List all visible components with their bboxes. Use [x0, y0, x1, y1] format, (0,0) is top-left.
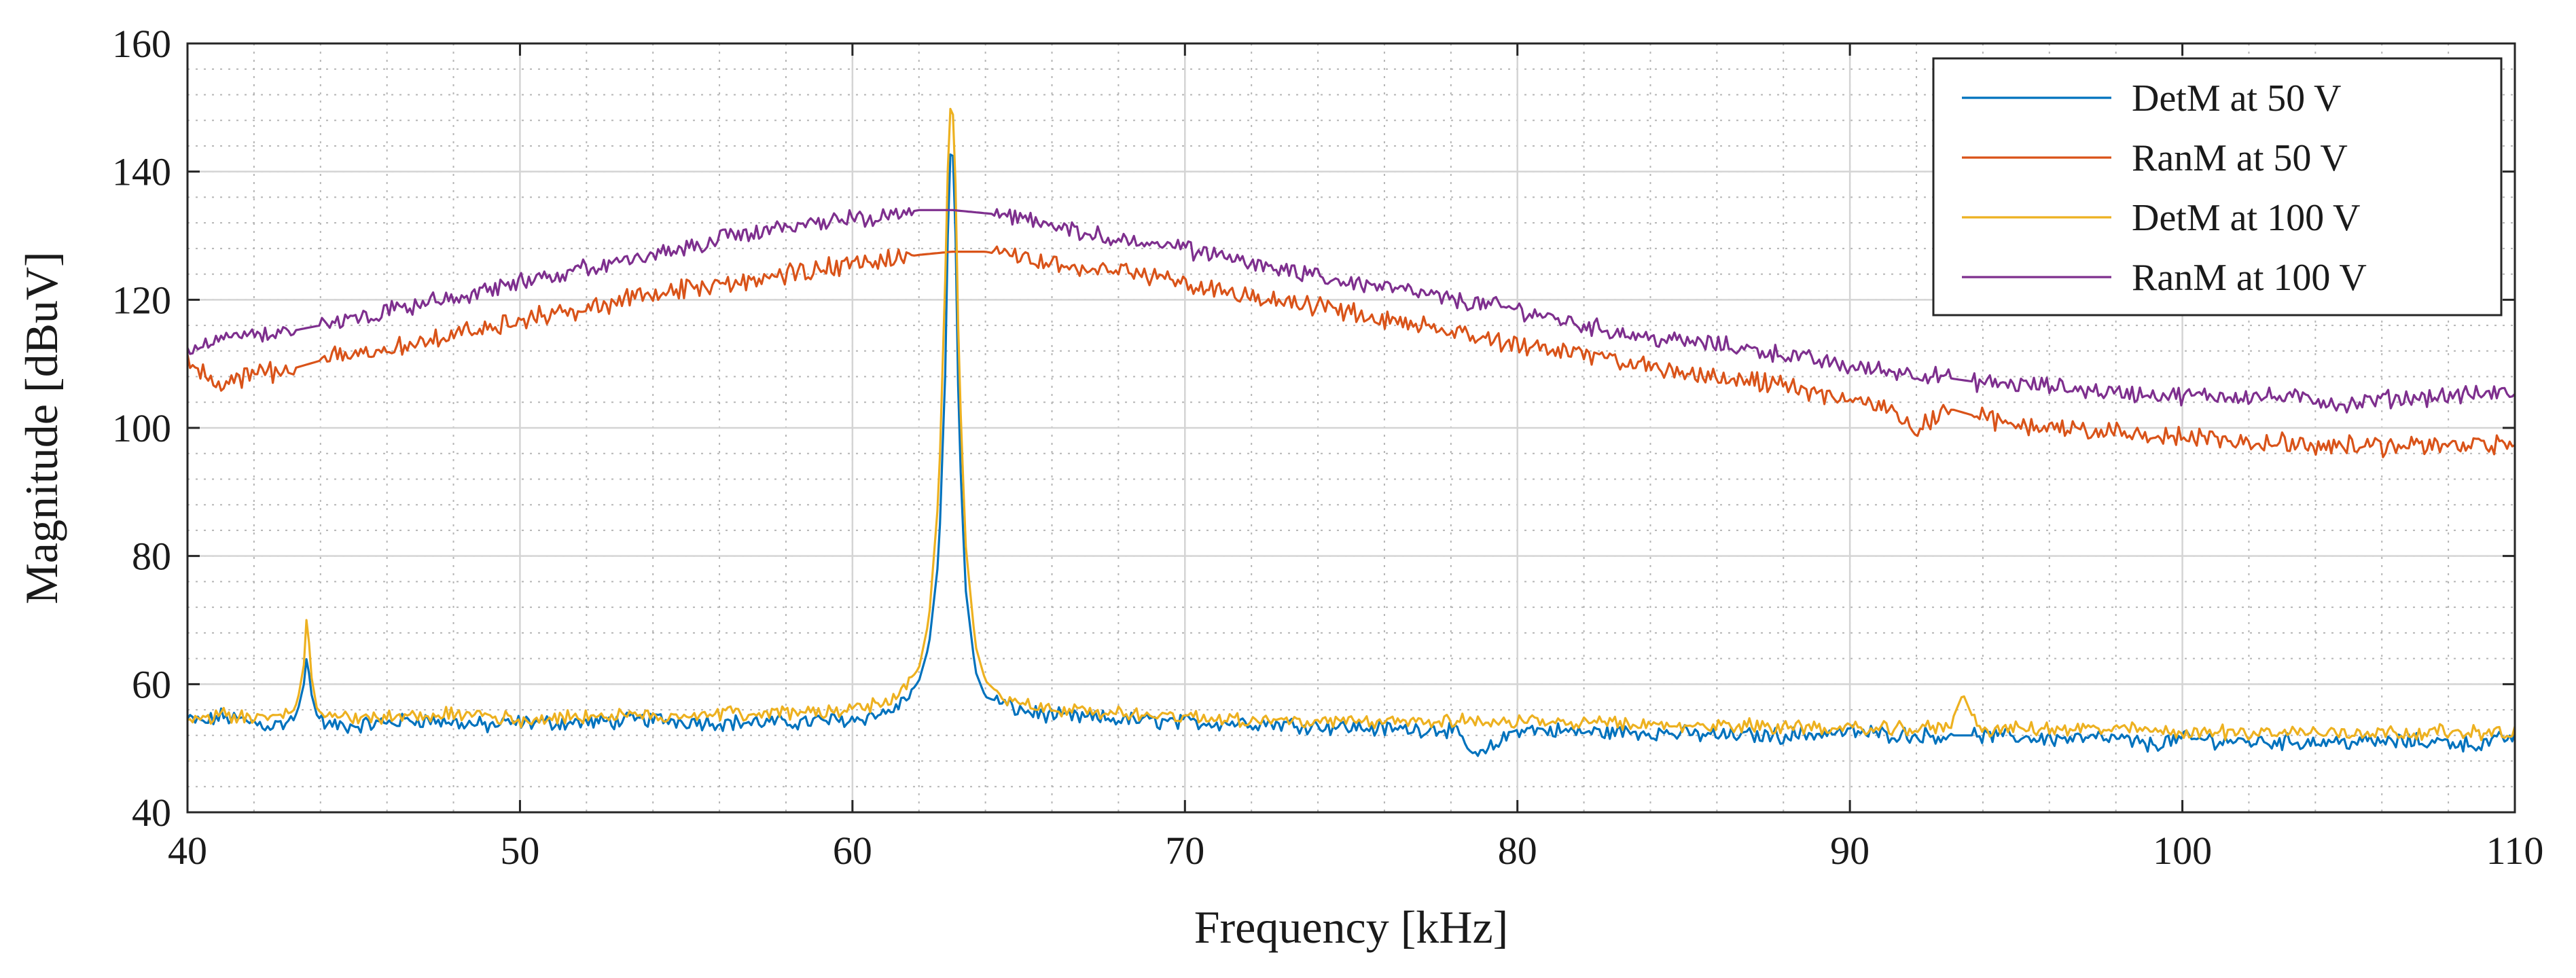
- y-tick-label: 120: [112, 278, 171, 322]
- x-tick-label: 110: [2486, 829, 2544, 873]
- x-tick-label: 100: [2153, 829, 2212, 873]
- legend: DetM at 50 V RanM at 50 V DetM at 100 V …: [1932, 57, 2503, 316]
- y-tick-label: 40: [132, 791, 171, 835]
- legend-label-ranm-100v: RanM at 100 V: [2132, 257, 2367, 299]
- tick-labels: 40 50 60 70 80 90 100 110 40 60 80 100 120 140 160: [112, 22, 2543, 873]
- x-tick-label: 70: [1165, 829, 1204, 873]
- legend-label-ranm-50v: RanM at 50 V: [2132, 137, 2348, 179]
- x-tick-label: 60: [833, 829, 872, 873]
- legend-box: [1932, 57, 2503, 316]
- y-tick-label: 60: [132, 662, 171, 706]
- series-layer: [186, 107, 2516, 757]
- x-tick-label: 50: [500, 829, 539, 873]
- y-tick-label: 160: [112, 22, 171, 66]
- x-tick-label: 40: [168, 829, 207, 873]
- series-line-detm-at-100-v: [187, 107, 2516, 742]
- x-axis-title: Frequency [kHz]: [1194, 901, 1509, 953]
- legend-label-detm-100v: DetM at 100 V: [2132, 197, 2361, 239]
- legend-label-detm-50v: DetM at 50 V: [2132, 77, 2342, 120]
- y-tick-label: 100: [112, 406, 171, 450]
- y-tick-label: 140: [112, 150, 171, 194]
- series-line-ranm-at-50-v: [186, 245, 2516, 458]
- x-tick-label: 90: [1830, 829, 1870, 873]
- axis-ticks: [186, 42, 2516, 814]
- series-line-ranm-at-100-v: [186, 207, 2516, 414]
- x-tick-label: 80: [1498, 829, 1537, 873]
- series-line-detm-at-50-v: [186, 153, 2516, 757]
- y-axis-title: Magnitude [dBuV]: [16, 251, 67, 604]
- y-tick-label: 80: [132, 535, 171, 579]
